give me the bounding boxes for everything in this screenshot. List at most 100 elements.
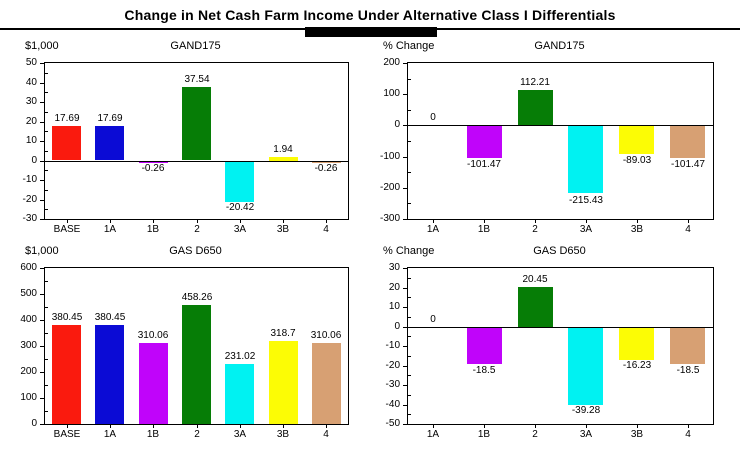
zero-reference-line bbox=[408, 327, 713, 328]
bar-value-label-1A: 0 bbox=[430, 314, 436, 325]
bar-value-label-2: 112.21 bbox=[520, 77, 550, 88]
y-axis-minor-tick bbox=[45, 411, 48, 412]
bar-value-label-3B: 318.7 bbox=[270, 328, 296, 339]
bar-1A bbox=[95, 126, 124, 160]
bar-4 bbox=[670, 328, 705, 364]
y-axis-tick bbox=[40, 200, 44, 201]
x-axis-tick bbox=[67, 219, 68, 223]
x-axis-tick bbox=[326, 424, 327, 428]
y-axis-tick bbox=[40, 161, 44, 162]
y-axis-minor-tick bbox=[45, 333, 48, 334]
y-axis-minor-tick bbox=[408, 79, 411, 80]
y-axis-tick-label: 500 bbox=[20, 288, 37, 299]
x-axis-tick bbox=[637, 424, 638, 428]
y-axis-minor-tick bbox=[408, 317, 411, 318]
y-axis-tick-label: 10 bbox=[25, 135, 37, 146]
chart-title-bottom-right: GAS D650 bbox=[533, 245, 586, 257]
y-axis-minor-tick bbox=[45, 170, 48, 171]
y-axis-tick-label: 600 bbox=[20, 262, 37, 273]
y-axis-minor-tick bbox=[408, 278, 411, 279]
bar-3B bbox=[619, 126, 654, 154]
y-axis-tick bbox=[403, 188, 407, 189]
x-category-label-1A: 1A bbox=[426, 224, 440, 235]
x-axis-tick bbox=[586, 219, 587, 223]
y-axis-tick bbox=[40, 141, 44, 142]
y-axis-minor-tick bbox=[408, 141, 411, 142]
y-axis-tick bbox=[40, 372, 44, 373]
y-axis-tick-label: -10 bbox=[22, 174, 37, 185]
y-axis-tick bbox=[403, 424, 407, 425]
x-axis-tick bbox=[197, 219, 198, 223]
y-axis-tick bbox=[40, 219, 44, 220]
bar-2 bbox=[518, 90, 553, 125]
x-category-label-2: 2 bbox=[532, 224, 538, 235]
x-category-label-4: 4 bbox=[685, 429, 691, 440]
y-axis-minor-tick bbox=[45, 112, 48, 113]
y-axis-tick bbox=[40, 424, 44, 425]
x-axis-tick bbox=[484, 219, 485, 223]
y-axis-tick-label: 50 bbox=[25, 57, 37, 68]
y-axis-minor-tick bbox=[408, 336, 411, 337]
y-axis-minor-tick bbox=[45, 73, 48, 74]
y-axis-tick-label: -20 bbox=[22, 194, 37, 205]
zero-reference-line bbox=[408, 125, 713, 126]
y-axis-minor-tick bbox=[45, 385, 48, 386]
bar-value-label-4: -0.26 bbox=[314, 163, 338, 174]
y-axis-minor-tick bbox=[45, 281, 48, 282]
x-axis-tick bbox=[67, 424, 68, 428]
x-category-label-4: 4 bbox=[685, 224, 691, 235]
y-axis-minor-tick bbox=[45, 359, 48, 360]
y-axis-tick bbox=[40, 180, 44, 181]
x-axis-tick bbox=[110, 219, 111, 223]
x-category-label-3B: 3B bbox=[630, 429, 644, 440]
bar-1A bbox=[95, 325, 124, 424]
x-axis-tick bbox=[688, 219, 689, 223]
plot-area-bottom-right: -50 -40 -30 -20 -10 0 10 20 30 0 1A -18.5 1B 20.45 2 -3… bbox=[386, 263, 714, 440]
y-axis-tick bbox=[403, 366, 407, 367]
y-axis-tick bbox=[403, 125, 407, 126]
y-axis-minor-tick bbox=[408, 414, 411, 415]
x-axis-tick bbox=[110, 424, 111, 428]
x-axis-tick bbox=[197, 424, 198, 428]
y-axis-tick-label: 0 bbox=[31, 418, 37, 429]
bar-value-label-1A: 380.45 bbox=[94, 312, 126, 323]
y-axis-tick-label: -30 bbox=[22, 213, 37, 224]
y-axis-tick bbox=[403, 327, 407, 328]
y-axis-tick-label: -40 bbox=[385, 399, 400, 410]
x-category-label-3A: 3A bbox=[233, 429, 247, 440]
x-category-label-1A: 1A bbox=[103, 224, 117, 235]
y-axis-tick bbox=[40, 294, 44, 295]
x-category-label-1B: 1B bbox=[146, 429, 160, 440]
header-black-box bbox=[305, 27, 437, 37]
y-axis-minor-tick bbox=[408, 110, 411, 111]
y-axis-tick bbox=[40, 83, 44, 84]
y-axis-minor-tick bbox=[45, 307, 48, 308]
bar-value-label-BASE: 17.69 bbox=[54, 113, 80, 124]
y-axis-tick bbox=[403, 385, 407, 386]
bar-3A bbox=[225, 364, 254, 424]
bar-value-label-4: 310.06 bbox=[310, 330, 342, 341]
y-axis-tick-label: 100 bbox=[20, 392, 37, 403]
bar-BASE bbox=[52, 126, 81, 160]
x-axis-tick bbox=[326, 219, 327, 223]
x-category-label-4: 4 bbox=[323, 224, 329, 235]
bar-3A bbox=[225, 162, 254, 202]
y-unit-label-top-left: $1,000 bbox=[25, 40, 59, 52]
x-category-label-1B: 1B bbox=[477, 224, 491, 235]
y-axis-minor-tick bbox=[45, 131, 48, 132]
bar-value-label-1B: -18.5 bbox=[472, 365, 496, 376]
bar-BASE bbox=[52, 325, 81, 424]
bar-value-label-2: 458.26 bbox=[181, 292, 213, 303]
y-axis-minor-tick bbox=[45, 209, 48, 210]
y-axis-minor-tick bbox=[45, 151, 48, 152]
bar-value-label-1B: -101.47 bbox=[467, 159, 501, 170]
y-axis-tick-label: -10 bbox=[385, 340, 400, 351]
bar-3A bbox=[568, 126, 603, 193]
y-axis-tick bbox=[403, 63, 407, 64]
x-axis-tick bbox=[433, 219, 434, 223]
y-axis-tick-label: 40 bbox=[25, 77, 37, 88]
y-axis-tick-label: 200 bbox=[20, 366, 37, 377]
y-axis-minor-tick bbox=[408, 297, 411, 298]
bar-4 bbox=[670, 126, 705, 158]
